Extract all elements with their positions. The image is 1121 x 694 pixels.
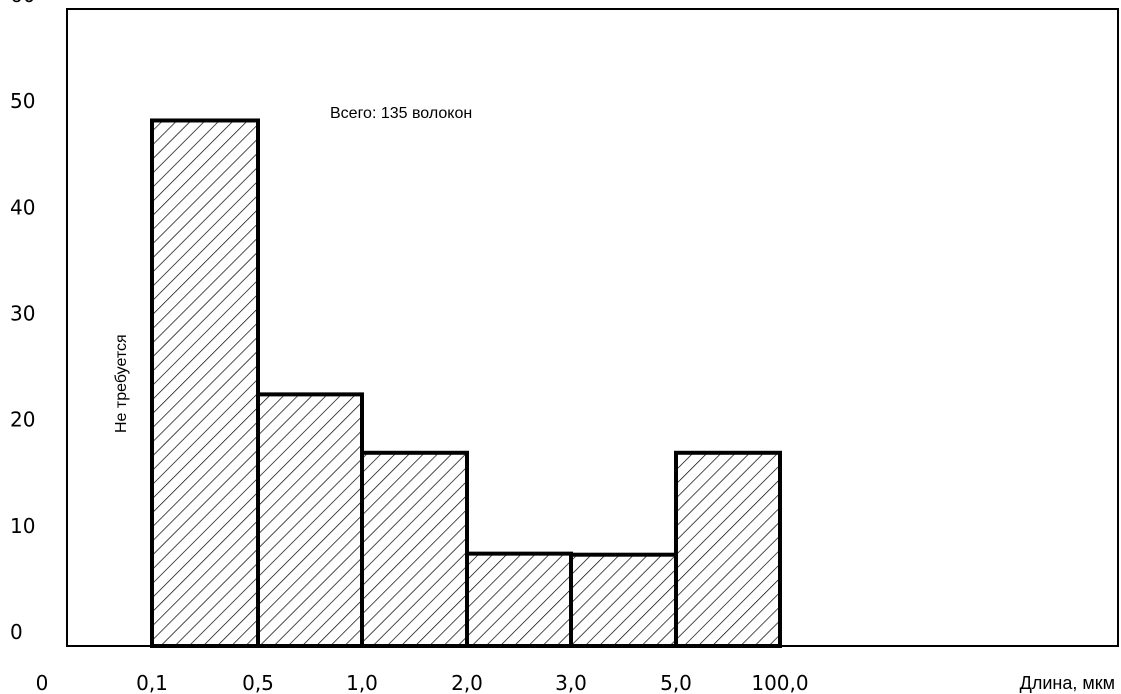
x-tick-label: 2,0: [451, 671, 483, 694]
y-tick-label: 60: [10, 0, 35, 7]
y-tick-label: 20: [10, 408, 35, 432]
total-annotation: Всего: 135 волокон: [330, 105, 472, 122]
x-tick-label: 0,5: [242, 671, 274, 694]
y-axis-ticks: 0 10 20 30 40 50 60: [10, 0, 35, 644]
x-tick-label: 1,0: [346, 671, 378, 694]
x-tick-label: 0: [36, 671, 49, 694]
bars-group: [150, 118, 782, 649]
x-axis-ticks: 0 0,1 0,5 1,0 2,0 3,0 5,0 100,0: [36, 671, 809, 694]
histogram-bar: [569, 552, 678, 648]
y-tick-label: 50: [10, 89, 35, 113]
x-axis-label: Длина, мкм: [1020, 673, 1115, 693]
histogram-bar: [674, 450, 782, 648]
x-tick-label: 100,0: [751, 671, 808, 694]
y-tick-label: 10: [10, 514, 35, 538]
histogram-bar: [360, 450, 469, 648]
not-required-annotation: Не требуется: [113, 334, 130, 433]
y-tick-label: 30: [10, 302, 35, 326]
x-tick-label: 5,0: [660, 671, 692, 694]
y-tick-label: 0: [10, 620, 23, 644]
histogram-bar: [256, 392, 364, 649]
y-tick-label: 40: [10, 195, 35, 219]
x-tick-label: 0,1: [136, 671, 168, 694]
histogram-bar: [150, 118, 260, 649]
histogram-bar: [465, 551, 573, 649]
x-tick-label: 3,0: [555, 671, 587, 694]
